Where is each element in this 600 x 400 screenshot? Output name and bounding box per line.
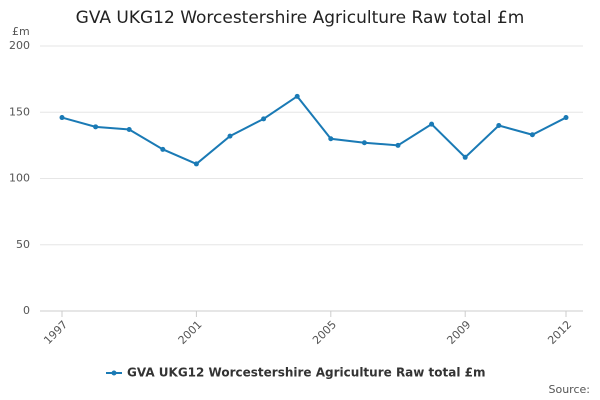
x-tick-label: 2001 (176, 318, 205, 347)
y-tick-label: 150 (9, 105, 30, 118)
point (227, 133, 233, 139)
point (93, 124, 99, 130)
point (193, 161, 199, 167)
x-tick-label: 2005 (310, 318, 339, 347)
point (429, 121, 435, 127)
point (462, 154, 468, 160)
y-axis-label: £m (12, 25, 30, 38)
line (61, 95, 567, 166)
point (294, 93, 300, 99)
x-tick-label: 2012 (545, 318, 574, 347)
x-tick-label: 1997 (41, 318, 70, 347)
point (361, 140, 367, 146)
y-tick-label: 0 (23, 304, 30, 317)
point (395, 142, 401, 148)
point (160, 146, 166, 152)
source: Source: (549, 383, 591, 396)
point (261, 116, 267, 122)
y-tick-label: 200 (9, 39, 30, 52)
point (328, 136, 334, 142)
point (563, 115, 569, 121)
y-tick-label: 50 (16, 238, 30, 251)
legend-label: GVA UKG12 Worcestershire Agriculture Raw… (127, 366, 486, 380)
point (126, 126, 132, 132)
legend-marker (111, 370, 117, 376)
y-tick-label: 100 (9, 172, 30, 185)
point (529, 132, 535, 138)
chart-title: GVA UKG12 Worcestershire Agriculture Raw… (76, 8, 525, 28)
x-tick-label: 2009 (444, 318, 473, 347)
point (496, 123, 502, 128)
point (59, 115, 65, 121)
